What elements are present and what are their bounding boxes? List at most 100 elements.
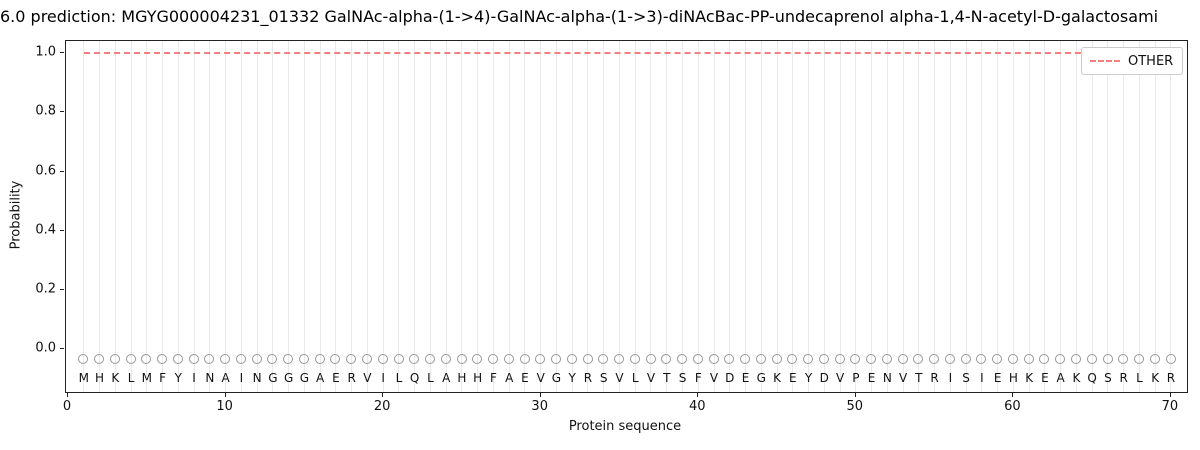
residue-marker-circle-icon — [708, 353, 719, 364]
gridline-vertical — [162, 41, 164, 392]
residue-marker-circle-icon — [913, 353, 924, 364]
residue-letter: P — [852, 371, 860, 386]
gridline-vertical — [288, 41, 290, 392]
x-axis-tick-label: 0 — [62, 399, 72, 414]
residue-letter: S — [678, 371, 687, 386]
residue-marker-circle-icon — [1023, 353, 1034, 364]
residue-marker-circle-icon — [976, 353, 987, 364]
residue-letter: K — [1072, 371, 1081, 386]
gridline-vertical — [918, 41, 920, 392]
gridline-vertical — [1154, 41, 1156, 392]
y-axis-tick-label: 0.4 — [35, 222, 56, 238]
y-axis-tick — [60, 288, 64, 290]
gridline-vertical — [1044, 41, 1046, 392]
gridline-vertical — [445, 41, 447, 392]
residue-letter: E — [1041, 371, 1049, 386]
gridline-vertical — [1091, 41, 1093, 392]
gridline-vertical — [713, 41, 715, 392]
y-axis-tick-label: 0.2 — [35, 281, 56, 297]
gridline-vertical — [524, 41, 526, 392]
y-axis-label: Probability — [8, 180, 24, 250]
residue-letter: Y — [568, 371, 576, 386]
gridline-vertical — [760, 41, 762, 392]
residue-letter: D — [725, 371, 735, 386]
gridline-vertical — [256, 41, 258, 392]
residue-letter: H — [457, 371, 467, 386]
gridline-vertical — [965, 41, 967, 392]
gridline-vertical — [1060, 41, 1062, 392]
residue-marker-circle-icon — [598, 353, 609, 364]
residue-letter: T — [915, 371, 923, 386]
residue-letter: H — [473, 371, 483, 386]
residue-marker-circle-icon — [109, 353, 120, 364]
y-axis-tick — [60, 229, 64, 231]
gridline-vertical — [351, 41, 353, 392]
x-axis-tick — [224, 393, 226, 397]
gridline-vertical — [855, 41, 857, 392]
residue-marker-circle-icon — [235, 353, 246, 364]
residue-letter: A — [1056, 371, 1065, 386]
residue-marker-circle-icon — [519, 353, 530, 364]
residue-marker-circle-icon — [314, 353, 325, 364]
residue-marker-circle-icon — [787, 353, 798, 364]
gridline-vertical — [99, 41, 101, 392]
residue-marker-circle-icon — [1070, 353, 1081, 364]
residue-letter: K — [1025, 371, 1034, 386]
x-axis-tick-label: 40 — [688, 399, 706, 414]
residue-marker-circle-icon — [220, 353, 231, 364]
gridline-vertical — [618, 41, 620, 392]
residue-letter: Y — [804, 371, 813, 386]
gridline-vertical — [177, 41, 179, 392]
residue-letter: V — [709, 371, 719, 386]
residue-marker-circle-icon — [488, 353, 499, 364]
legend-dashed-line-icon — [1090, 60, 1120, 62]
y-axis-tick — [60, 170, 64, 172]
residue-marker-circle-icon — [94, 353, 105, 364]
residue-marker-circle-icon — [125, 353, 136, 364]
residue-marker-circle-icon — [1118, 353, 1129, 364]
residue-letter: L — [395, 371, 403, 386]
residue-letter: H — [1008, 371, 1018, 386]
gridline-vertical — [1170, 41, 1172, 392]
legend: OTHER — [1081, 47, 1184, 75]
gridline-vertical — [83, 41, 85, 392]
residue-letter: K — [1151, 371, 1160, 386]
residue-marker-circle-icon — [834, 353, 845, 364]
residue-letter: A — [442, 371, 451, 386]
gridline-vertical — [666, 41, 668, 392]
gridline-vertical — [508, 41, 510, 392]
gridline-vertical — [1075, 41, 1077, 392]
residue-letter: M — [78, 371, 89, 386]
x-axis-tick — [67, 393, 69, 397]
residue-marker-circle-icon — [1134, 353, 1145, 364]
residue-marker-circle-icon — [645, 353, 656, 364]
gridline-vertical — [130, 41, 132, 392]
residue-marker-circle-icon — [960, 353, 971, 364]
residue-marker-circle-icon — [897, 353, 908, 364]
y-axis-tick-label: 0.6 — [35, 163, 56, 178]
gridline-vertical — [949, 41, 951, 392]
gridline-vertical — [745, 41, 747, 392]
residue-marker-circle-icon — [377, 353, 388, 364]
residue-letter: L — [631, 371, 639, 386]
legend-entry-label: OTHER — [1128, 53, 1174, 69]
gridline-vertical — [587, 41, 589, 392]
gridline-vertical — [114, 41, 116, 392]
gridline-vertical — [1012, 41, 1014, 392]
residue-marker-circle-icon — [866, 353, 877, 364]
gridline-vertical — [382, 41, 384, 392]
chart-title: 6.0 prediction: MGYG000004231_01332 GalN… — [0, 7, 1159, 26]
residue-marker-circle-icon — [251, 353, 262, 364]
gridline-vertical — [477, 41, 479, 392]
residue-letter: L — [427, 371, 434, 386]
gridline-vertical — [366, 41, 368, 392]
residue-marker-circle-icon — [629, 353, 640, 364]
gridline-vertical — [839, 41, 841, 392]
residue-marker-circle-icon — [141, 353, 152, 364]
residue-letter: A — [505, 371, 514, 386]
gridline-vertical — [1028, 41, 1030, 392]
residue-marker-circle-icon — [188, 353, 199, 364]
probability-dashed-line — [83, 52, 1171, 55]
